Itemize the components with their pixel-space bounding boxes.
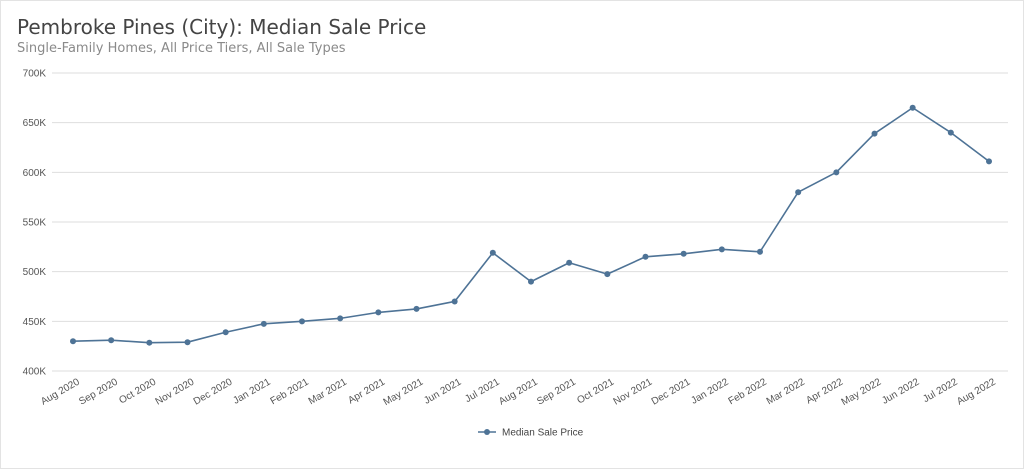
series-layer: [70, 104, 992, 346]
data-point[interactable]: [795, 189, 802, 196]
x-tick-label: Sep 2021: [535, 376, 578, 407]
data-point[interactable]: [566, 259, 573, 266]
x-tick-label: Aug 2021: [497, 376, 540, 407]
x-tick-label: Feb 2022: [727, 376, 769, 407]
data-point[interactable]: [986, 158, 992, 165]
x-tick-label: Jun 2021: [422, 376, 464, 406]
x-tick-label: Oct 2021: [575, 376, 616, 406]
x-tick-label: Dec 2021: [650, 376, 693, 407]
data-point[interactable]: [146, 339, 153, 346]
y-tick-label: 400K: [23, 367, 47, 378]
data-point[interactable]: [947, 129, 954, 136]
x-tick-label: Apr 2022: [804, 376, 845, 406]
data-point[interactable]: [222, 329, 229, 336]
y-tick-label: 550K: [23, 218, 47, 229]
data-point[interactable]: [413, 305, 420, 312]
data-point[interactable]: [718, 246, 725, 253]
chart-title: Pembroke Pines (City): Median Sale Price: [17, 15, 427, 39]
y-axis: 400K 450K 500K 550K 600K 650K 700K: [23, 69, 47, 378]
data-point[interactable]: [184, 339, 191, 346]
data-point[interactable]: [260, 320, 267, 327]
data-point[interactable]: [642, 253, 649, 260]
data-point[interactable]: [299, 318, 305, 325]
data-point[interactable]: [337, 315, 344, 322]
chart-subtitle: Single-Family Homes, All Price Tiers, Al…: [17, 41, 346, 56]
data-point[interactable]: [451, 298, 458, 305]
series-line: [72, 106, 990, 344]
x-tick-label: Jul 2022: [921, 376, 960, 405]
x-tick-label: Mar 2022: [765, 376, 807, 407]
x-tick-label: Nov 2020: [154, 376, 197, 407]
y-tick-label: 450K: [23, 317, 47, 328]
x-tick-label: Aug 2022: [955, 376, 998, 407]
x-tick-label: May 2022: [840, 376, 884, 408]
x-tick-label: Feb 2021: [269, 376, 311, 407]
data-point[interactable]: [909, 104, 916, 111]
x-tick-label: Oct 2020: [117, 376, 158, 406]
data-point[interactable]: [108, 337, 115, 344]
gridlines: [52, 72, 1008, 372]
x-tick-label: Jan 2022: [689, 376, 731, 406]
x-tick-label: May 2021: [382, 376, 426, 408]
legend[interactable]: Median Sale Price: [478, 428, 584, 439]
x-tick-label: Jun 2022: [880, 376, 922, 406]
x-tick-label: Jul 2021: [463, 376, 502, 405]
data-point[interactable]: [871, 130, 878, 137]
x-tick-label: Mar 2021: [307, 376, 349, 407]
data-point[interactable]: [604, 271, 611, 278]
y-tick-label: 500K: [23, 267, 47, 278]
data-point[interactable]: [70, 338, 76, 345]
data-point[interactable]: [833, 169, 840, 176]
data-point[interactable]: [680, 250, 687, 257]
x-tick-label: Aug 2020: [39, 376, 82, 407]
data-point[interactable]: [489, 249, 496, 256]
x-tick-label: Apr 2021: [346, 376, 387, 406]
x-tick-label: Dec 2020: [192, 376, 235, 407]
legend-swatch-marker: [484, 429, 490, 435]
legend-label: Median Sale Price: [502, 428, 584, 439]
data-point[interactable]: [757, 248, 763, 255]
x-tick-label: Nov 2021: [612, 376, 655, 407]
x-tick-label: Sep 2020: [77, 376, 120, 407]
y-tick-label: 600K: [23, 168, 47, 179]
y-tick-label: 650K: [23, 118, 47, 129]
x-tick-label: Jan 2021: [231, 376, 273, 406]
data-point[interactable]: [375, 309, 382, 316]
data-point[interactable]: [528, 278, 534, 285]
y-tick-label: 700K: [23, 69, 47, 80]
